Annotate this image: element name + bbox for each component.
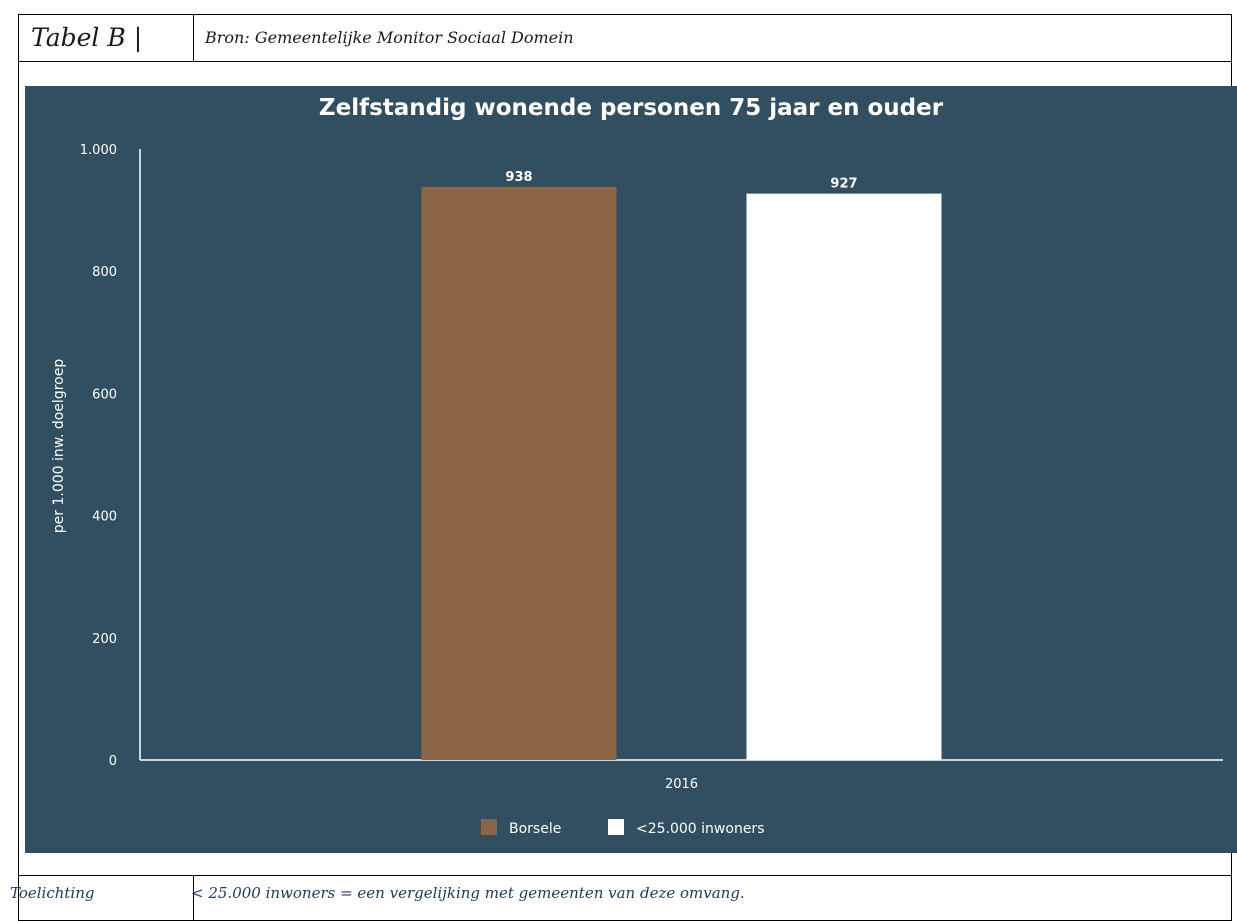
chart-title: Zelfstandig wonende personen 75 jaar en … <box>319 95 944 121</box>
footer-label-cell <box>19 876 194 920</box>
legend-swatch <box>608 819 624 835</box>
bar-value-label: 927 <box>830 177 857 192</box>
chart: Zelfstandig wonende personen 75 jaar en … <box>25 86 1237 853</box>
legend: Borsele <25.000 inwoners <box>481 819 764 837</box>
y-tick-label: 800 <box>92 265 117 280</box>
x-tick-label: 2016 <box>665 777 698 792</box>
y-axis-label: per 1.000 inw. doelgroep <box>51 359 67 534</box>
chart-svg: Zelfstandig wonende personen 75 jaar en … <box>51 95 1223 837</box>
y-tick-label: 200 <box>92 632 117 647</box>
table-label: Tabel B | <box>31 23 143 52</box>
y-axis-ticks: 0 200 400 600 800 1.000 <box>80 143 117 769</box>
table-label-cell: Tabel B | <box>19 15 194 61</box>
bar--25-000-inwoners <box>746 193 942 760</box>
x-axis-ticks: 2016 <box>665 777 698 792</box>
legend-label: <25.000 inwoners <box>636 821 764 837</box>
bars: 938 927 <box>421 170 942 760</box>
table-header-row: Tabel B | Bron: Gemeentelijke Monitor So… <box>18 14 1232 62</box>
footer-note: < 25.000 inwoners = een vergelijking met… <box>191 884 745 902</box>
y-tick-label: 1.000 <box>80 143 117 158</box>
bar-borsele <box>421 186 617 760</box>
y-tick-label: 0 <box>109 754 117 769</box>
y-tick-label: 600 <box>92 387 117 402</box>
legend-swatch <box>481 819 497 835</box>
footer-label: Toelichting <box>10 884 95 902</box>
bar-value-label: 938 <box>505 170 532 185</box>
y-tick-label: 400 <box>92 510 117 525</box>
source-text: Bron: Gemeentelijke Monitor Sociaal Dome… <box>205 28 574 47</box>
source-cell: Bron: Gemeentelijke Monitor Sociaal Dome… <box>194 15 1231 61</box>
legend-label: Borsele <box>509 821 561 837</box>
